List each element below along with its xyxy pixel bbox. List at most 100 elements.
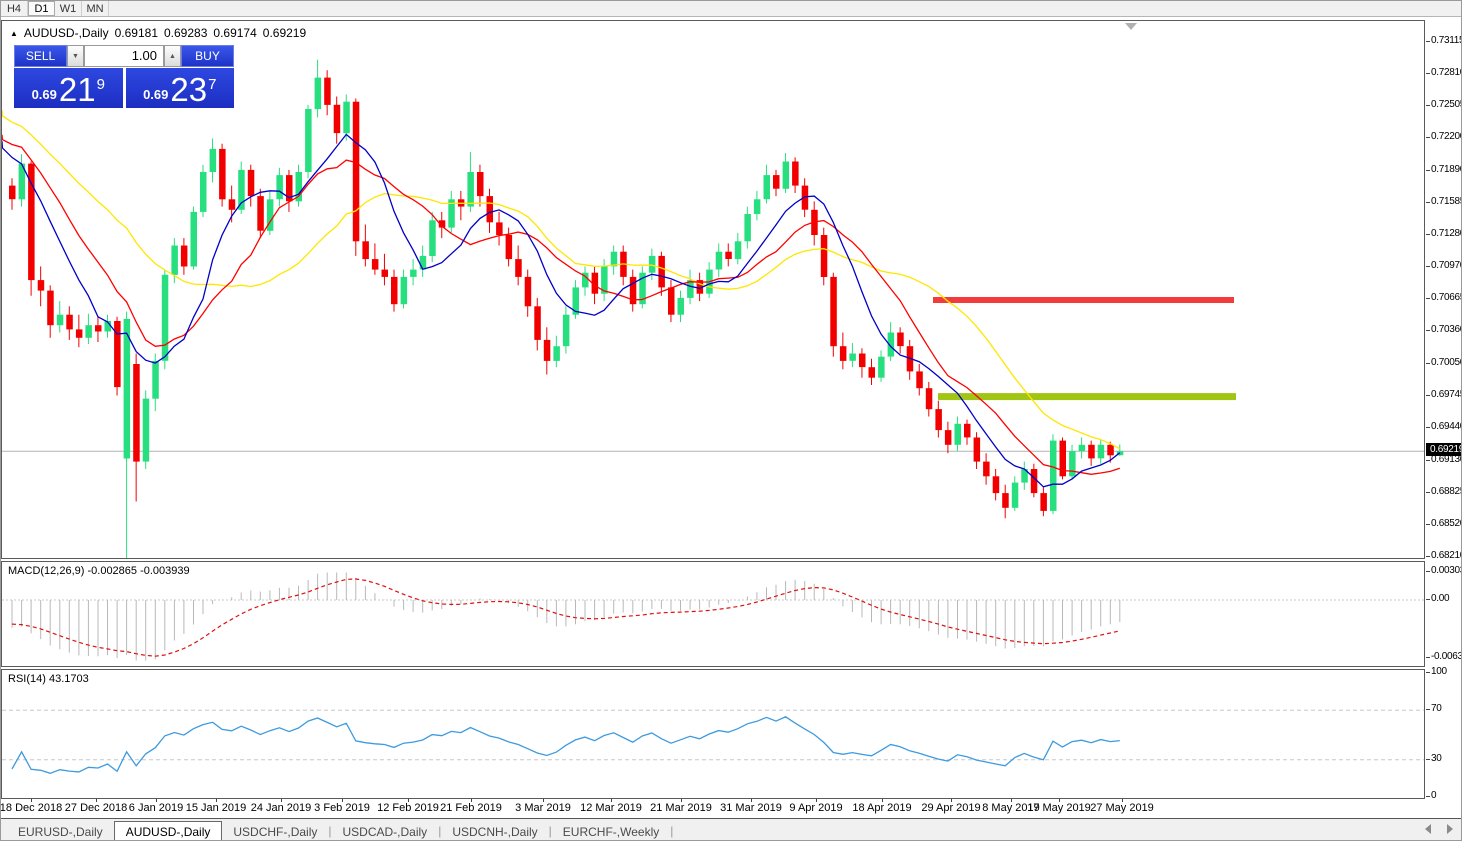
time-axis-tick [281,799,282,802]
price-axis-tick [1426,266,1430,268]
price-axis-tick [1426,298,1430,300]
price-axis-tick [1426,523,1430,525]
symbol-tab-usdcnh[interactable]: USDCNH-,Daily [452,824,538,839]
timeframe-button-h4[interactable]: H4 [1,1,28,16]
price-axis-label: 0.69745 [1431,389,1462,401]
price-axis-label: 0.69130 [1431,453,1462,465]
price-axis-label: 0.73115 [1431,35,1462,47]
price-axis-label: 0.71890 [1431,163,1462,175]
time-axis-label: 18 Apr 2019 [852,802,912,814]
tab-separator: | [438,824,442,838]
sell-button[interactable]: SELL [14,45,67,67]
time-axis-tick [1011,799,1012,802]
time-axis-tick [816,799,817,802]
symbol-tab-audusd[interactable]: AUDUSD-,Daily [113,821,223,840]
timeframe-button-mn[interactable]: MN [82,1,109,16]
symbol-name: AUDUSD-,Daily [23,26,109,40]
time-axis-tick [882,799,883,802]
ohlc-high: 0.69283 [164,26,208,40]
sell-price-prefix: 0.69 [31,87,57,102]
price-axis[interactable]: 0.73115 0.72810 0.72505 0.72200 0.71890 0.715… [1426,20,1462,562]
time-axis-label: 17 May 2019 [1027,802,1091,814]
timeframe-button-d1[interactable]: D1 [28,1,55,16]
macd-canvas[interactable] [2,562,1424,666]
ohlc-close: 0.69219 [262,26,307,40]
time-axis-label: 15 Jan 2019 [185,802,247,814]
price-axis-label: 0.68520 [1431,517,1462,529]
macd-indicator-pane[interactable]: MACD(12,26,9) -0.002865 -0.003939 [1,561,1425,667]
ohlc-open: 0.69181 [114,26,158,40]
rsi-label: RSI(14) 43.1703 [8,673,89,685]
time-axis-label: 27 May 2019 [1090,802,1154,814]
rsi-axis-label: 100 [1431,666,1447,677]
symbol-tab-usdchf[interactable]: USDCHF-,Daily [233,824,318,839]
rsi-indicator-pane[interactable]: RSI(14) 43.1703 [1,669,1425,799]
time-axis-label: 21 Feb 2019 [440,802,502,814]
price-axis-tick [1426,201,1430,203]
price-axis-tick [1426,556,1430,558]
time-axis-tick [31,799,32,802]
price-axis-tick [1426,395,1430,397]
time-axis-tick [342,799,343,802]
symbol-tab-bar: EURUSD-,Daily AUDUSD-,Daily USDCHF-,Daily |… [1,818,1461,840]
volume-input[interactable] [84,45,164,67]
chart-symbol-title: ▲ AUDUSD-,Daily 0.69181 0.69283 0.69174 … [10,26,306,40]
time-axis-label: 3 Feb 2019 [314,802,370,814]
volume-increase-button[interactable]: ▲ [164,45,181,67]
time-axis[interactable]: 18 Dec 2018 27 Dec 2018 6 Jan 2019 15 Jan 2… [1,799,1425,817]
price-axis-label: 0.70970 [1431,260,1462,272]
main-chart-canvas[interactable] [2,21,1424,558]
macd-axis-label: -0.006315 [1431,650,1461,662]
price-axis-tick [1426,233,1430,235]
symbol-marker-icon: ▲ [10,28,18,38]
time-axis-label: 12 Feb 2019 [377,802,439,814]
buy-price-display[interactable]: 0.69 23 7 [125,68,234,108]
tab-separator: | [670,824,674,838]
rsi-canvas[interactable] [2,670,1424,798]
price-axis-tick [1426,363,1430,365]
rsi-axis-tick [1426,709,1430,711]
rsi-axis[interactable]: 100 70 30 0 [1426,666,1461,801]
time-axis-tick [751,799,752,802]
tab-scroll-right-icon[interactable] [1447,824,1453,834]
time-axis-label: 3 Mar 2019 [515,802,571,814]
macd-signal-value: -0.003939 [140,565,190,577]
ohlc-low: 0.69174 [213,26,257,40]
sell-price-big: 21 [58,71,96,108]
rsi-axis-tick [1426,672,1430,673]
price-axis-label: 0.70360 [1431,324,1462,336]
symbol-tab-eurchf[interactable]: EURCHF-,Weekly [562,824,660,839]
buy-price-sup: 7 [208,76,217,93]
timeframe-button-w1[interactable]: W1 [55,1,82,16]
symbol-tab-eurusd[interactable]: EURUSD-,Daily [18,824,103,839]
price-axis-tick [1426,105,1430,107]
price-axis-label: 0.72505 [1431,99,1462,111]
rsi-axis-label: 0 [1431,790,1437,801]
price-chart-pane[interactable]: ▲ AUDUSD-,Daily 0.69181 0.69283 0.69174 … [1,20,1425,559]
symbol-tab-usdcad[interactable]: USDCAD-,Daily [342,824,428,839]
rsi-axis-label: 70 [1431,703,1442,715]
time-axis-tick [216,799,217,802]
time-axis-label: 31 Mar 2019 [720,802,782,814]
price-axis-tick [1426,427,1430,429]
price-axis-label: 0.70665 [1431,292,1462,304]
sell-price-display[interactable]: 0.69 21 9 [14,68,123,108]
time-axis-tick [1059,799,1060,802]
time-axis-label: 6 Jan 2019 [128,802,184,814]
price-axis-label: 0.71585 [1431,195,1462,207]
buy-button[interactable]: BUY [181,45,234,67]
macd-axis-tick [1426,571,1430,573]
volume-decrease-button[interactable]: ▼ [67,45,84,67]
time-axis-label: 21 Mar 2019 [650,802,712,814]
chart-shift-marker[interactable] [1125,23,1137,30]
price-axis-label: 0.70050 [1431,357,1462,369]
tab-scroll-left-icon[interactable] [1425,824,1431,834]
buy-price-prefix: 0.69 [143,87,169,102]
price-axis-label: 0.71280 [1431,227,1462,239]
price-axis-tick [1426,491,1430,493]
price-axis-label: 0.68210 [1431,550,1462,562]
macd-axis[interactable]: 0.003035 0.00 -0.006315 [1426,561,1461,667]
price-axis-label: 0.72200 [1431,131,1462,143]
time-axis-tick [96,799,97,802]
